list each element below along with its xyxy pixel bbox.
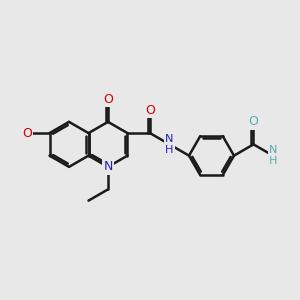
Text: O: O <box>145 104 155 117</box>
Text: N
H: N H <box>165 134 174 155</box>
Text: O: O <box>22 127 32 140</box>
Text: O: O <box>103 93 113 106</box>
Text: O: O <box>249 116 258 128</box>
Text: N: N <box>103 160 113 173</box>
Text: N
H: N H <box>269 145 277 167</box>
